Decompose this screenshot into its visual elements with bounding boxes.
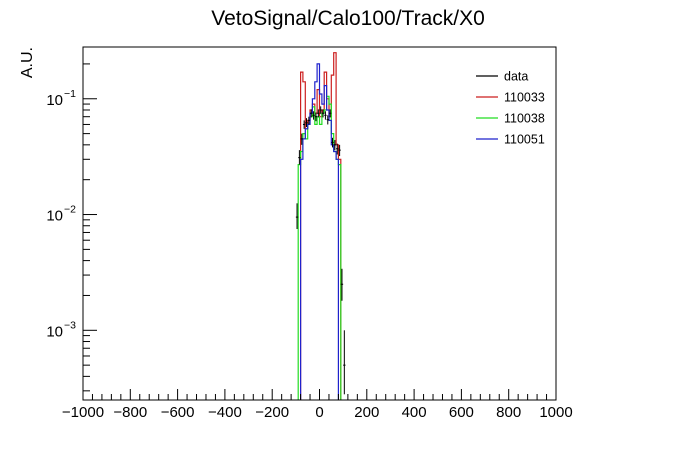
y-tick-label-exponent: −3 xyxy=(64,319,76,331)
series-data-points xyxy=(295,106,346,395)
axes-layer: −1000 −800 −600 −400 −200 0 200 400 600 800 1000 10… xyxy=(46,63,573,421)
series-110033-histogram xyxy=(300,52,342,400)
x-tick-label: −400 xyxy=(208,404,242,421)
x-tick-label: −200 xyxy=(255,404,289,421)
x-tick-label: 200 xyxy=(354,404,379,421)
x-tick-label: 1000 xyxy=(539,404,572,421)
y-tick-label: 10 xyxy=(46,323,63,340)
series-layer xyxy=(295,52,346,400)
legend: data 110033 110038 110051 xyxy=(476,70,545,147)
legend-label-data: data xyxy=(504,70,528,84)
x-tick-label: 800 xyxy=(496,404,521,421)
legend-label-110033: 110033 xyxy=(504,91,545,105)
chart-title: VetoSignal/Calo100/Track/X0 xyxy=(211,7,485,30)
y-tick-label: 10 xyxy=(46,208,63,225)
x-tick-label: 600 xyxy=(449,404,474,421)
x-tick-label: −800 xyxy=(113,404,147,421)
y-tick-label: 10 xyxy=(46,92,63,109)
x-tick-label: −1000 xyxy=(62,404,104,421)
legend-label-110051: 110051 xyxy=(504,133,545,147)
legend-label-110038: 110038 xyxy=(504,112,545,126)
y-tick-label-exponent: −1 xyxy=(64,88,76,100)
x-tick-label: 400 xyxy=(402,404,427,421)
y-tick-label-exponent: −2 xyxy=(64,204,76,216)
x-tick-label: 0 xyxy=(315,404,323,421)
y-axis-label: A.U. xyxy=(19,47,36,78)
x-tick-label: −600 xyxy=(161,404,195,421)
